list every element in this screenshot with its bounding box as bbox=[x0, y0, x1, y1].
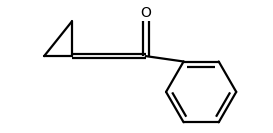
Text: O: O bbox=[140, 6, 151, 20]
